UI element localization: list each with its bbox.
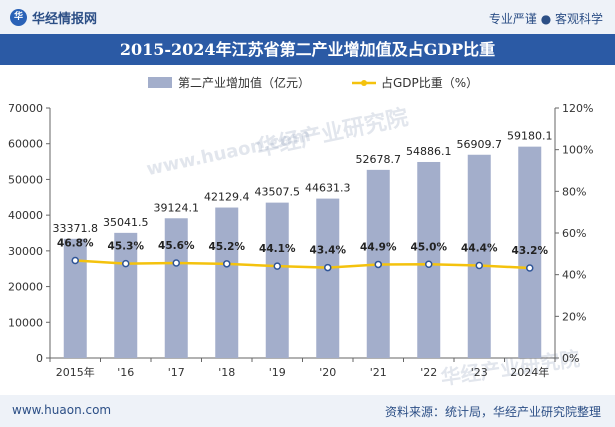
source-note: 资料来源：统计局，华经产业研究院整理 [384, 405, 601, 419]
line-point [223, 260, 231, 268]
x-tick-label: '18 [218, 366, 235, 379]
top-bar: 华 华经情报网 专业严谨 ● 客观科学 [0, 0, 615, 34]
series-line [75, 259, 530, 270]
line-value-label: 45.6% [158, 240, 195, 252]
bar [63, 238, 87, 358]
y-right-tick-label: 120% [562, 102, 593, 115]
bar [265, 202, 289, 358]
bar [467, 154, 491, 358]
bar-value-label: 52678.7 [356, 153, 402, 166]
y-left-tick-label: 40000 [8, 209, 43, 222]
brand-logo-icon: 华 [10, 9, 27, 26]
bar-value-label: 59180.1 [507, 130, 553, 143]
x-tick-label: '20 [319, 366, 336, 379]
y-right-tick-label: 40% [562, 269, 586, 282]
line-value-label: 44.1% [259, 243, 296, 255]
y-right-tick-label: 60% [562, 227, 586, 240]
y-right-tick-label: 20% [562, 310, 586, 323]
line-point [475, 261, 483, 270]
bar [215, 207, 239, 358]
bar-value-label: 43507.5 [255, 186, 301, 199]
line-point [71, 256, 79, 265]
bar [164, 218, 188, 358]
line-point [526, 264, 534, 272]
y-right-tick-label: 0% [562, 352, 579, 365]
x-tick-label: '19 [269, 366, 286, 379]
line-point [122, 259, 130, 268]
x-tick-label: '17 [168, 366, 185, 379]
bar [417, 161, 441, 358]
chart-title: 2015-2024年江苏省第二产业增加值及占GDP比重 [0, 34, 615, 65]
bar-value-label: 54886.1 [406, 145, 452, 158]
line-value-label: 45.0% [411, 241, 448, 253]
bar-value-label: 35041.5 [103, 216, 149, 229]
y-left-tick-label: 0 [36, 352, 43, 365]
y-left-tick-label: 60000 [8, 138, 43, 151]
brand: 华 华经情报网 [10, 8, 97, 27]
line-value-label: 43.2% [512, 245, 549, 257]
bar [518, 146, 542, 358]
x-tick-label: '23 [471, 366, 488, 379]
x-tick-label: '21 [370, 366, 387, 379]
bar-value-label: 56909.7 [457, 138, 503, 151]
chart: 第二产业增加值（亿元） 占GDP比重（%） 0 10000 20000 30000 4000… [8, 75, 593, 379]
legend-marker-line [361, 80, 367, 86]
bar-value-label: 33371.8 [53, 222, 99, 235]
legend-label-line: 占GDP比重（%） [381, 75, 478, 90]
bar-value-label: 42129.4 [204, 191, 250, 204]
y-left-tick-label: 70000 [8, 102, 43, 115]
y-left-tick-label: 20000 [8, 281, 43, 294]
bar [316, 198, 340, 358]
line-point [374, 260, 382, 269]
line-value-label: 44.9% [360, 241, 397, 253]
y-right-tick-label: 80% [562, 185, 586, 198]
line-point [172, 259, 180, 267]
footer: www.huaon.com 资料来源：统计局，华经产业研究院整理 [0, 395, 615, 427]
brand-name: 华经情报网 [32, 12, 98, 27]
bar-value-label: 44631.3 [305, 182, 351, 195]
website-link[interactable]: www.huaon.com [12, 403, 112, 417]
y-left-tick-label: 50000 [8, 173, 43, 186]
line-point [273, 262, 281, 270]
line-value-label: 44.4% [461, 243, 498, 255]
bar-value-label: 39124.1 [154, 201, 200, 214]
x-tick-label: 2024年 [510, 365, 549, 379]
line-value-label: 43.4% [310, 245, 347, 257]
line-value-label: 46.8% [57, 238, 94, 250]
x-tick-label: '16 [117, 366, 134, 379]
line-point [324, 263, 332, 272]
legend-swatch-bar [148, 77, 172, 88]
y-left-tick-label: 30000 [8, 245, 43, 258]
line-value-label: 45.2% [209, 241, 246, 253]
x-tick-label: 2015年 [56, 365, 95, 379]
x-tick-label: '22 [420, 366, 437, 379]
line-point [425, 260, 433, 268]
y-right-tick-label: 100% [562, 144, 593, 157]
y-left-tick-label: 10000 [8, 316, 43, 329]
line-value-label: 45.3% [108, 241, 145, 253]
legend-label-bar: 第二产业增加值（亿元） [178, 75, 310, 90]
tagline: 专业严谨 ● 客观科学 [488, 12, 603, 26]
